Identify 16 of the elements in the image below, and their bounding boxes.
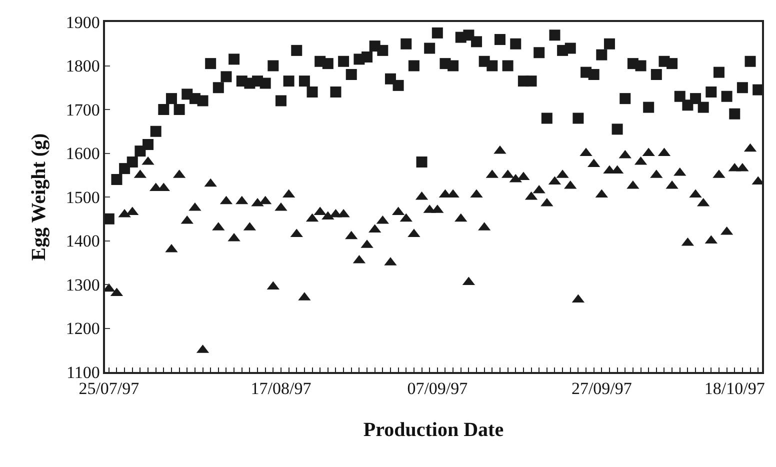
- y-tick-label: 1700: [66, 100, 100, 120]
- y-tick-label: 1900: [66, 12, 100, 32]
- x-tick-label: 25/07/97: [78, 379, 140, 398]
- y-tick-label: 1400: [66, 232, 100, 251]
- y-tick-label: 1200: [66, 319, 100, 338]
- y-tick-label: 1300: [66, 275, 100, 294]
- y-tick-label: 1600: [66, 144, 100, 164]
- y-tick-label: 1800: [66, 56, 100, 76]
- x-tick-label: 27/09/97: [571, 379, 632, 398]
- x-tick-label: 17/08/97: [250, 379, 312, 398]
- y-axis-title: Egg Weight (g): [28, 133, 50, 261]
- y-tick-label: 1500: [66, 188, 100, 207]
- x-tick-label: 18/10/97: [704, 379, 766, 398]
- x-axis-title: Production Date: [363, 419, 504, 442]
- y-tick-label: 1100: [66, 362, 100, 382]
- x-tick-label: 07/09/97: [407, 379, 468, 398]
